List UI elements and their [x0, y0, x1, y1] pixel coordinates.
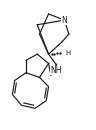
Text: N: N [62, 16, 67, 25]
Text: NH: NH [51, 66, 62, 75]
Text: H: H [65, 50, 70, 56]
